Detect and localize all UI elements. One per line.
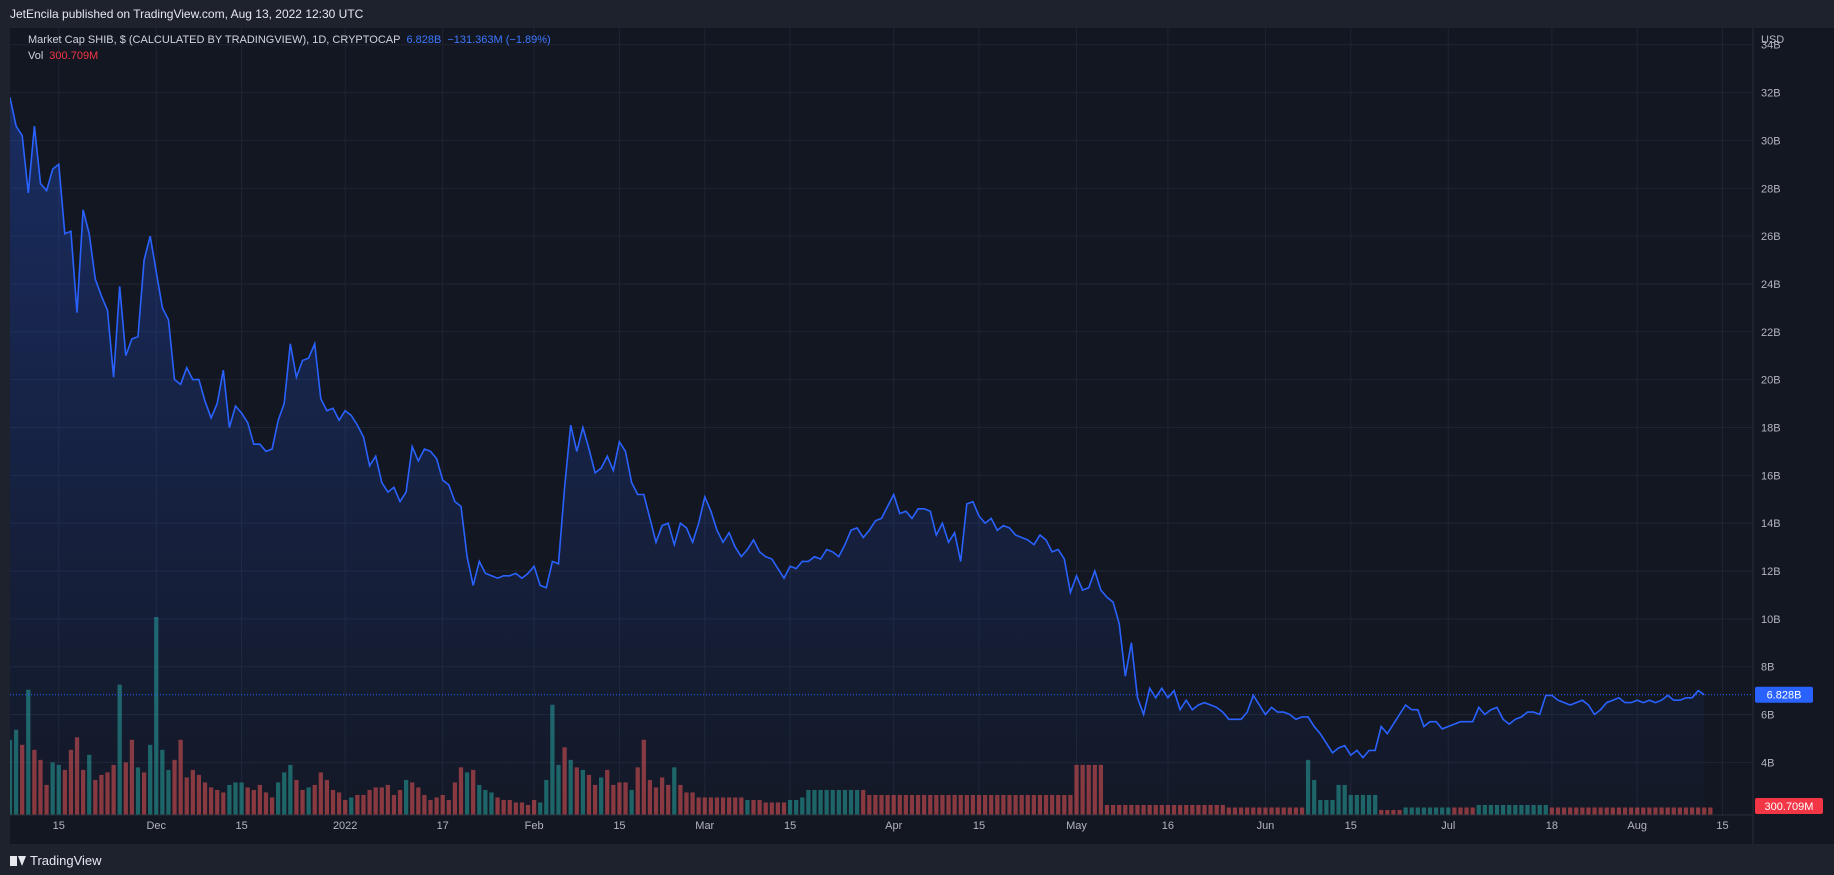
x-tick-label: Feb — [525, 820, 544, 832]
tradingview-logo-icon — [10, 855, 26, 866]
y-tick-label: 18B — [1761, 422, 1781, 434]
y-tick-label: 20B — [1761, 375, 1781, 387]
volume-bar — [1708, 807, 1713, 815]
x-tick-label: Aug — [1627, 820, 1647, 832]
axis-badges: 6.828B 300.709M — [1755, 686, 1823, 814]
x-tick-label: May — [1066, 820, 1087, 832]
y-tick-label: 30B — [1761, 135, 1781, 147]
x-tick-label: Apr — [885, 820, 902, 832]
volume-legend: Vol 300.709M — [28, 50, 104, 62]
x-tick-label: 17 — [437, 820, 449, 832]
y-tick-label: 6B — [1761, 710, 1774, 722]
last-volume-badge-text: 300.709M — [1765, 801, 1814, 813]
x-tick-label: 15 — [53, 820, 65, 832]
symbol-legend: Market Cap SHIB, $ (CALCULATED BY TRADIN… — [28, 34, 557, 46]
currency-label: USD — [1761, 34, 1784, 46]
y-tick-label: 16B — [1761, 470, 1781, 482]
x-tick-label: 15 — [1345, 820, 1357, 832]
x-tick-label: Mar — [695, 820, 714, 832]
market-cap-area — [10, 97, 1705, 815]
vol-label: Vol — [28, 50, 44, 62]
x-tick-label: Jul — [1441, 820, 1455, 832]
x-tick-label: 15 — [235, 820, 247, 832]
x-tick-label: 15 — [1716, 820, 1728, 832]
x-tick-label: 2022 — [333, 820, 357, 832]
last-price-badge — [1755, 686, 1813, 703]
y-tick-label: 12B — [1761, 566, 1781, 578]
publish-info: JetEncila published on TradingView.com, … — [10, 7, 364, 21]
last-price-badge-text: 6.828B — [1767, 690, 1802, 702]
x-tick-label: 15 — [973, 820, 985, 832]
market-cap-chart[interactable]: USD 4B 6B 8B 10B 12B 14B 16B 18B 20B 22B 24B 26B 28B… — [10, 28, 1834, 844]
y-tick-label: 32B — [1761, 88, 1781, 100]
footer-bar: TradingView — [0, 844, 1834, 875]
x-tick-label: Dec — [146, 820, 166, 832]
publish-header: JetEncila published on TradingView.com, … — [0, 0, 1834, 28]
brand-name: TradingView — [30, 853, 102, 868]
y-tick-label: 4B — [1761, 757, 1774, 769]
y-tick-label: 14B — [1761, 518, 1781, 530]
chart-panel[interactable]: USD 4B 6B 8B 10B 12B 14B 16B 18B 20B 22B 24B 26B 28B… — [10, 28, 1834, 844]
x-tick-label: 15 — [784, 820, 796, 832]
tradingview-logo[interactable]: TradingView — [10, 853, 102, 868]
legend-last-value: 6.828B — [406, 34, 442, 46]
y-tick-label: 28B — [1761, 183, 1781, 195]
y-tick-label: 34B — [1761, 40, 1781, 52]
x-tick-label: 16 — [1162, 820, 1174, 832]
legend-change: −131.363M (−1.89%) — [447, 34, 551, 46]
market-cap-line — [10, 97, 1705, 759]
x-tick-label: 18 — [1546, 820, 1558, 832]
y-tick-label: 26B — [1761, 231, 1781, 243]
vol-value: 300.709M — [49, 50, 99, 62]
x-tick-label: Jun — [1257, 820, 1275, 832]
time-axis[interactable]: 15 Dec 15 2022 17 Feb 15 Mar 15 Apr 15 May 16 Jun 15 Ju… — [53, 820, 1729, 832]
y-tick-label: 24B — [1761, 279, 1781, 291]
y-tick-label: 10B — [1761, 614, 1781, 626]
last-volume-badge — [1755, 798, 1823, 814]
y-tick-label: 8B — [1761, 662, 1774, 674]
price-axis[interactable]: USD 4B 6B 8B 10B 12B 14B 16B 18B 20B 22B 24B 26B 28B… — [1761, 34, 1784, 769]
y-tick-label: 22B — [1761, 327, 1781, 339]
symbol-title: Market Cap SHIB, $ (CALCULATED BY TRADIN… — [28, 34, 401, 46]
volume-bar — [1702, 807, 1707, 815]
x-tick-label: 15 — [613, 820, 625, 832]
